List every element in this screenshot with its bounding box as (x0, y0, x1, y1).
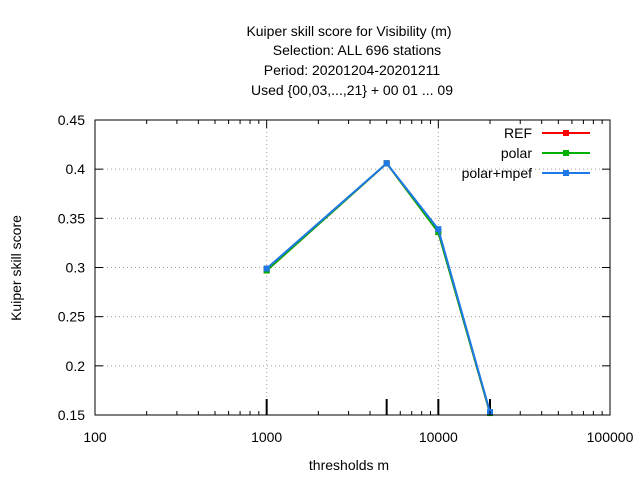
axes: 0.15 0.2 0.25 0.3 0.35 0.4 0.45 100 1000 10000 100… (58, 112, 634, 445)
series-group (263, 160, 494, 417)
legend-label: REF (504, 125, 532, 141)
x-axis-label: thresholds m (309, 457, 389, 473)
series-line (266, 161, 491, 414)
x-tick-label: 100000 (587, 429, 634, 445)
legend-marker (563, 130, 569, 136)
data-point (383, 160, 390, 167)
x-tick-label: 1000 (251, 429, 282, 445)
y-tick-label: 0.35 (58, 210, 85, 226)
series-line (266, 161, 491, 414)
plot-frame (94, 119, 611, 416)
y-tick-label: 0.4 (66, 161, 86, 177)
title-line-2: Selection: ALL 696 stations (273, 42, 441, 58)
x-tick-label: 10000 (419, 429, 458, 445)
title-line-3: Period: 20201204-20201211 (264, 62, 441, 78)
y-tick-label: 0.2 (66, 358, 86, 374)
title-line-4: Used {00,03,...,21} + 00 01 ... 09 (251, 82, 453, 98)
legend: REF polar polar+mpef (462, 125, 590, 181)
legend-label: polar (501, 145, 532, 161)
legend-marker (563, 150, 569, 156)
legend-marker (563, 170, 569, 176)
data-point (435, 226, 442, 233)
grid (95, 120, 610, 415)
title-line-1: Kuiper skill score for Visibility (m) (246, 23, 451, 39)
legend-label: polar+mpef (462, 165, 533, 181)
threshold-marks (265, 399, 492, 415)
y-tick-label: 0.3 (66, 260, 86, 276)
y-axis-label: Kuiper skill score (8, 215, 24, 321)
series-line (266, 161, 491, 413)
x-tick-label: 100 (83, 429, 107, 445)
y-tick-label: 0.45 (58, 112, 85, 128)
data-point (263, 265, 270, 272)
y-tick-label: 0.15 (58, 407, 85, 423)
y-tick-label: 0.25 (58, 309, 85, 325)
chart-title: Kuiper skill score for Visibility (m) Se… (246, 23, 453, 98)
